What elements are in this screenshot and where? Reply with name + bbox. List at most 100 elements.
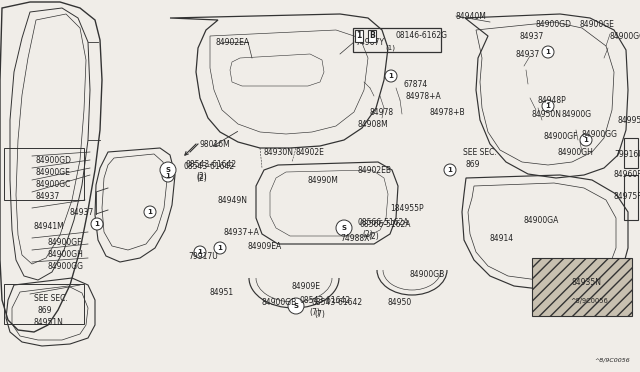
Text: (2): (2) xyxy=(362,230,372,239)
Text: 84900G: 84900G xyxy=(562,110,592,119)
Text: (1): (1) xyxy=(385,45,395,51)
Circle shape xyxy=(580,134,592,146)
Text: 84900GE: 84900GE xyxy=(580,20,615,29)
Circle shape xyxy=(288,298,304,314)
Text: 08566-5162A: 08566-5162A xyxy=(357,218,408,227)
Text: 84941M: 84941M xyxy=(34,222,65,231)
Text: 84900GA: 84900GA xyxy=(524,216,559,225)
Text: 84995: 84995 xyxy=(618,116,640,125)
Circle shape xyxy=(160,162,176,178)
Text: SEE SEC.: SEE SEC. xyxy=(463,148,497,157)
Text: 1: 1 xyxy=(218,245,223,251)
Text: 84900GG: 84900GG xyxy=(48,262,84,271)
Text: 08543-61642: 08543-61642 xyxy=(312,298,363,307)
Text: 84978+A: 84978+A xyxy=(406,92,442,101)
Text: 84902EA: 84902EA xyxy=(215,38,249,47)
Text: 84990M: 84990M xyxy=(308,176,339,185)
Text: 1: 1 xyxy=(388,73,394,79)
Text: ^8/9C0056: ^8/9C0056 xyxy=(595,357,630,362)
Text: 84900GF: 84900GF xyxy=(543,132,577,141)
Text: 1: 1 xyxy=(166,173,170,179)
Text: 1: 1 xyxy=(545,103,550,109)
Text: 84949N: 84949N xyxy=(218,196,248,205)
Text: 84930N: 84930N xyxy=(264,148,294,157)
Text: 84902EB: 84902EB xyxy=(358,166,392,175)
Text: 84900GC: 84900GC xyxy=(36,180,72,189)
Text: 84900GD: 84900GD xyxy=(535,20,571,29)
Text: S: S xyxy=(342,225,346,231)
Text: 08543-61642: 08543-61642 xyxy=(184,162,235,171)
Text: (2): (2) xyxy=(196,172,207,181)
Text: 1: 1 xyxy=(198,249,202,255)
Text: 84960F: 84960F xyxy=(614,170,640,179)
Text: 74967Y: 74967Y xyxy=(355,38,384,47)
Text: 84900GH: 84900GH xyxy=(558,148,594,157)
Text: ^8/9C0056: ^8/9C0056 xyxy=(570,298,608,304)
Text: 79916U: 79916U xyxy=(614,150,640,159)
Text: (7): (7) xyxy=(314,310,325,319)
Circle shape xyxy=(91,218,103,230)
Text: 1: 1 xyxy=(148,209,152,215)
Text: 1: 1 xyxy=(545,49,550,55)
Text: 1: 1 xyxy=(584,137,588,143)
Text: (7): (7) xyxy=(309,308,320,317)
Text: 84937: 84937 xyxy=(36,192,60,201)
Text: 84900GE: 84900GE xyxy=(36,168,71,177)
Text: 84940M: 84940M xyxy=(456,12,487,21)
Text: SEE SEC.: SEE SEC. xyxy=(34,294,68,303)
Text: 84937: 84937 xyxy=(519,32,543,41)
Text: 1: 1 xyxy=(447,167,452,173)
Circle shape xyxy=(162,170,174,182)
Text: 79917U: 79917U xyxy=(188,252,218,261)
FancyBboxPatch shape xyxy=(532,258,632,316)
Text: 98016M: 98016M xyxy=(199,140,230,149)
Circle shape xyxy=(336,220,352,236)
Text: 84914: 84914 xyxy=(490,234,514,243)
Circle shape xyxy=(444,164,456,176)
Text: 84975R: 84975R xyxy=(614,192,640,201)
Text: 84951: 84951 xyxy=(210,288,234,297)
Text: 84900GF: 84900GF xyxy=(48,238,83,247)
Text: 184955P: 184955P xyxy=(390,204,424,213)
Text: 84937: 84937 xyxy=(516,50,540,59)
Text: 67874: 67874 xyxy=(404,80,428,89)
Text: 84950: 84950 xyxy=(388,298,412,307)
Text: 08146-6162G: 08146-6162G xyxy=(396,32,448,41)
Text: 08543-61642: 08543-61642 xyxy=(186,160,237,169)
Text: 84909E: 84909E xyxy=(292,282,321,291)
Text: 84900GC: 84900GC xyxy=(610,32,640,41)
Text: 84900GD: 84900GD xyxy=(36,156,72,165)
Text: 84900GG: 84900GG xyxy=(582,130,618,139)
Text: 08543-61642: 08543-61642 xyxy=(299,296,350,305)
Text: 84951N: 84951N xyxy=(34,318,64,327)
Text: 84900GB: 84900GB xyxy=(410,270,445,279)
Text: 84900GH: 84900GH xyxy=(48,250,84,259)
Circle shape xyxy=(542,100,554,112)
Circle shape xyxy=(194,246,206,258)
Text: 74988X: 74988X xyxy=(340,234,369,243)
Circle shape xyxy=(542,46,554,58)
Text: 84908M: 84908M xyxy=(358,120,388,129)
Text: S: S xyxy=(166,167,170,173)
Text: 84935N: 84935N xyxy=(572,278,602,287)
Text: (2): (2) xyxy=(368,232,379,241)
Text: 869: 869 xyxy=(466,160,481,169)
Text: 869: 869 xyxy=(38,306,52,315)
Text: 84902E: 84902E xyxy=(296,148,325,157)
Text: 84900GB: 84900GB xyxy=(262,298,297,307)
Text: 1: 1 xyxy=(356,32,362,41)
Circle shape xyxy=(144,206,156,218)
Text: 84948P: 84948P xyxy=(538,96,567,105)
Text: 84978+B: 84978+B xyxy=(430,108,466,117)
Text: (2): (2) xyxy=(196,174,207,183)
Text: S: S xyxy=(294,303,298,309)
Text: B: B xyxy=(369,32,375,41)
Text: 84978: 84978 xyxy=(370,108,394,117)
Text: 84950N: 84950N xyxy=(532,110,562,119)
Text: 08566-5162A: 08566-5162A xyxy=(360,220,412,229)
Circle shape xyxy=(214,242,226,254)
Circle shape xyxy=(385,70,397,82)
Text: 84909EA: 84909EA xyxy=(248,242,282,251)
Text: 1: 1 xyxy=(95,221,99,227)
Text: 84937+A: 84937+A xyxy=(224,228,260,237)
